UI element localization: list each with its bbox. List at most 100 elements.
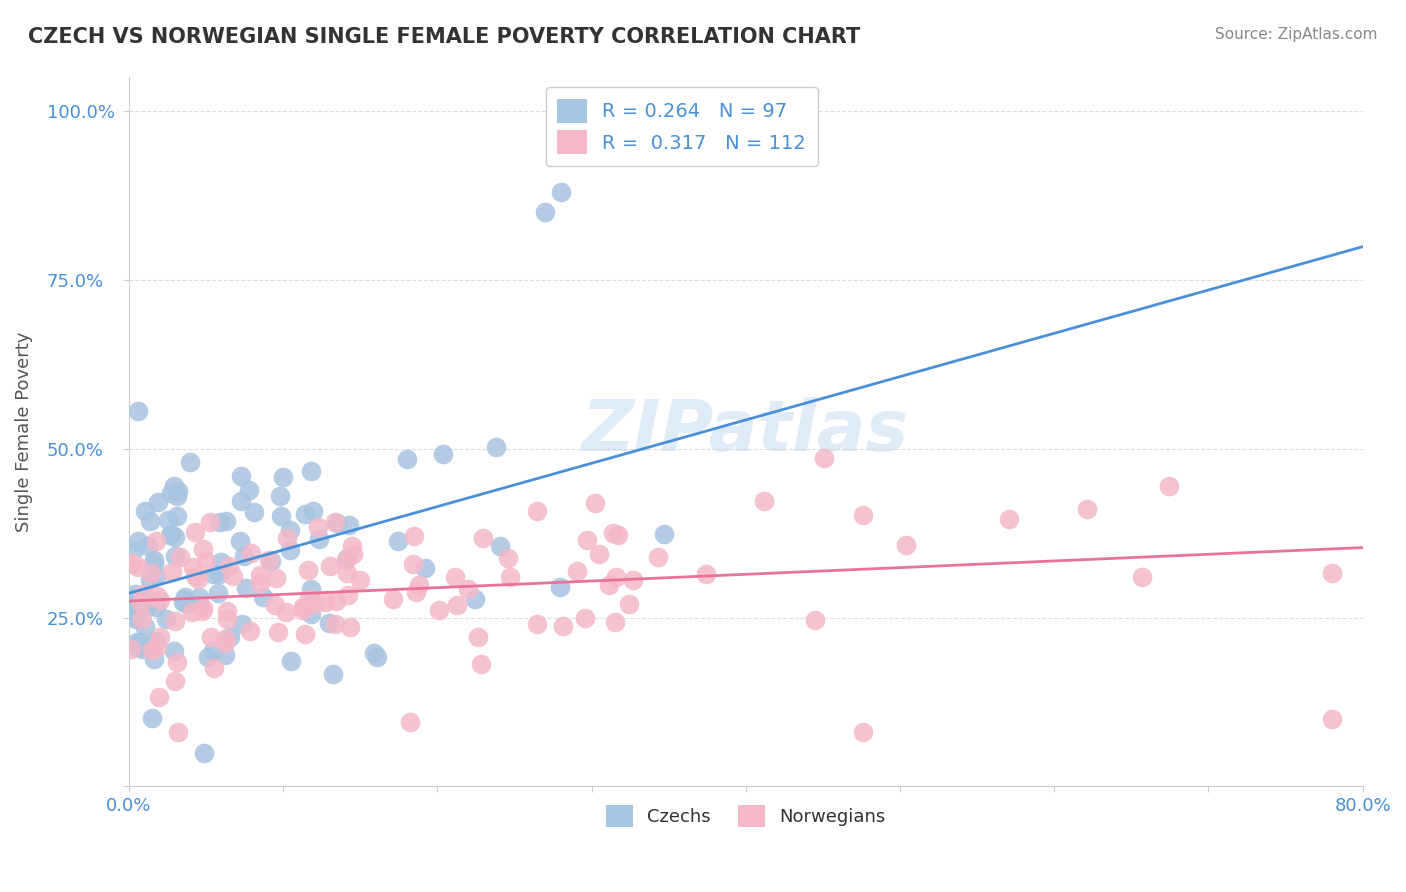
- Point: [129, 596, 152, 610]
- Point: [997, 512, 1019, 526]
- Point: [605, 570, 627, 584]
- Point: [118, 601, 141, 615]
- Point: [231, 493, 253, 508]
- Point: [1320, 712, 1343, 726]
- Point: [617, 597, 640, 611]
- Point: [238, 483, 260, 497]
- Legend: Czechs, Norwegians: Czechs, Norwegians: [599, 797, 893, 834]
- Point: [201, 643, 224, 657]
- Point: [260, 554, 283, 568]
- Point: [485, 440, 508, 454]
- Point: [588, 547, 610, 561]
- Point: [382, 592, 405, 607]
- Point: [297, 564, 319, 578]
- Point: [335, 552, 357, 566]
- Point: [193, 746, 215, 760]
- Point: [243, 505, 266, 519]
- Point: [294, 507, 316, 521]
- Point: [280, 654, 302, 668]
- Point: [195, 554, 218, 568]
- Point: [551, 619, 574, 633]
- Point: [249, 567, 271, 582]
- Point: [446, 599, 468, 613]
- Point: [134, 504, 156, 518]
- Point: [467, 631, 489, 645]
- Point: [366, 649, 388, 664]
- Point: [270, 509, 292, 524]
- Point: [145, 600, 167, 615]
- Point: [239, 546, 262, 560]
- Point: [399, 715, 422, 730]
- Point: [193, 541, 215, 556]
- Point: [852, 725, 875, 739]
- Point: [166, 509, 188, 524]
- Point: [252, 590, 274, 604]
- Point: [145, 568, 167, 582]
- Point: [139, 573, 162, 587]
- Point: [444, 569, 467, 583]
- Point: [276, 605, 298, 619]
- Point: [605, 615, 627, 629]
- Point: [257, 552, 280, 566]
- Point: [222, 568, 245, 582]
- Point: [408, 578, 430, 592]
- Point: [160, 565, 183, 579]
- Point: [139, 514, 162, 528]
- Point: [187, 590, 209, 604]
- Point: [208, 567, 231, 582]
- Point: [401, 558, 423, 572]
- Point: [122, 557, 145, 571]
- Point: [231, 469, 253, 483]
- Point: [141, 566, 163, 581]
- Point: [149, 631, 172, 645]
- Point: [209, 515, 232, 529]
- Point: [278, 543, 301, 558]
- Point: [278, 523, 301, 537]
- Point: [533, 205, 555, 219]
- Point: [1130, 569, 1153, 583]
- Point: [187, 572, 209, 586]
- Point: [803, 613, 825, 627]
- Point: [125, 612, 148, 626]
- Point: [319, 559, 342, 574]
- Point: [163, 530, 186, 544]
- Point: [239, 624, 262, 638]
- Point: [299, 607, 322, 621]
- Point: [141, 711, 163, 725]
- Point: [606, 528, 628, 542]
- Point: [190, 598, 212, 612]
- Point: [228, 533, 250, 548]
- Point: [526, 504, 548, 518]
- Point: [471, 531, 494, 545]
- Point: [120, 556, 142, 570]
- Point: [271, 470, 294, 484]
- Point: [489, 539, 512, 553]
- Point: [813, 450, 835, 465]
- Point: [218, 558, 240, 573]
- Point: [176, 597, 198, 611]
- Point: [142, 553, 165, 567]
- Point: [598, 578, 620, 592]
- Point: [217, 612, 239, 626]
- Point: [269, 489, 291, 503]
- Point: [340, 539, 363, 553]
- Point: [181, 560, 204, 574]
- Point: [299, 464, 322, 478]
- Point: [387, 534, 409, 549]
- Point: [215, 514, 238, 528]
- Point: [548, 580, 571, 594]
- Point: [200, 630, 222, 644]
- Point: [499, 569, 522, 583]
- Point: [142, 557, 165, 571]
- Point: [297, 591, 319, 606]
- Point: [163, 644, 186, 658]
- Point: [235, 581, 257, 595]
- Point: [299, 582, 322, 597]
- Point: [127, 640, 149, 654]
- Point: [131, 612, 153, 626]
- Point: [179, 455, 201, 469]
- Point: [550, 186, 572, 200]
- Point: [214, 636, 236, 650]
- Point: [181, 605, 204, 619]
- Point: [193, 601, 215, 615]
